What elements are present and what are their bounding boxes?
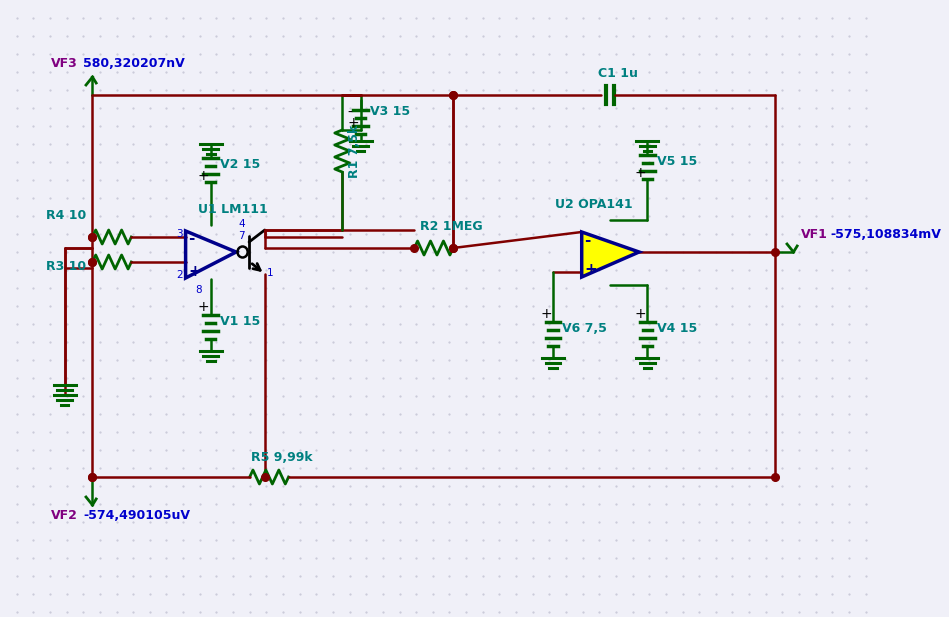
- Text: +: +: [198, 169, 210, 183]
- Text: 7: 7: [238, 231, 245, 241]
- Text: VF1: VF1: [801, 228, 828, 241]
- Polygon shape: [582, 232, 639, 277]
- Text: V3 15: V3 15: [370, 105, 410, 118]
- Text: +: +: [635, 307, 646, 321]
- Text: -575,108834mV: -575,108834mV: [830, 228, 941, 241]
- Text: +: +: [189, 263, 201, 278]
- Text: R3 10: R3 10: [47, 260, 86, 273]
- Text: V2 15: V2 15: [220, 158, 260, 171]
- Text: V1 15: V1 15: [220, 315, 260, 328]
- Text: VF2: VF2: [51, 509, 78, 522]
- Text: 4: 4: [238, 218, 245, 229]
- Text: 580,320207nV: 580,320207nV: [84, 57, 185, 70]
- Text: +: +: [347, 116, 360, 130]
- Text: 2: 2: [177, 270, 183, 280]
- Text: +: +: [540, 307, 551, 321]
- Text: +: +: [198, 300, 210, 314]
- Text: 1: 1: [267, 268, 273, 278]
- Text: -574,490105uV: -574,490105uV: [84, 509, 190, 522]
- Text: V5 15: V5 15: [657, 155, 697, 168]
- Text: 3: 3: [177, 229, 183, 239]
- Text: V6 7,5: V6 7,5: [563, 322, 607, 335]
- Text: U2 OPA141: U2 OPA141: [555, 197, 633, 210]
- Text: V4 15: V4 15: [657, 322, 697, 335]
- Text: +: +: [585, 262, 597, 278]
- Text: +: +: [635, 166, 646, 180]
- Text: 8: 8: [195, 285, 201, 295]
- Text: R2 1MEG: R2 1MEG: [419, 220, 482, 233]
- Text: U1 LM111: U1 LM111: [198, 203, 268, 216]
- Text: -: -: [585, 233, 591, 247]
- Text: R4 10: R4 10: [47, 209, 86, 222]
- Text: -: -: [347, 106, 353, 120]
- Text: R1 7,5k: R1 7,5k: [347, 125, 361, 178]
- Text: C1 1u: C1 1u: [599, 67, 639, 80]
- Text: -: -: [189, 231, 195, 247]
- Text: VF3: VF3: [51, 57, 78, 70]
- Text: R5 9,99k: R5 9,99k: [251, 451, 312, 464]
